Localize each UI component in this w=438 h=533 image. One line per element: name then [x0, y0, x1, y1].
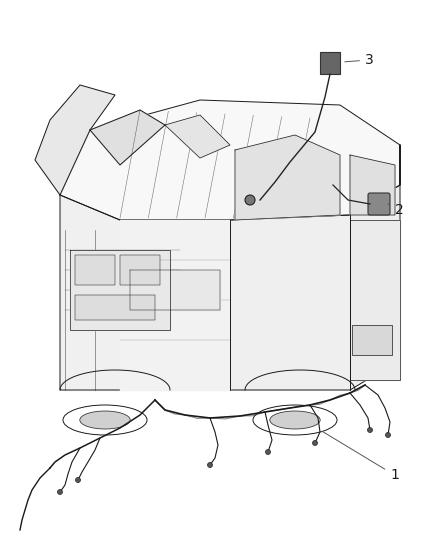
Bar: [320, 52, 340, 74]
Polygon shape: [60, 195, 230, 390]
Circle shape: [312, 440, 318, 446]
Polygon shape: [60, 100, 400, 220]
Circle shape: [245, 195, 255, 205]
Text: 1: 1: [322, 431, 399, 482]
Polygon shape: [230, 145, 400, 390]
Polygon shape: [350, 155, 395, 215]
Ellipse shape: [253, 405, 337, 435]
Bar: [120, 255, 160, 285]
Circle shape: [57, 489, 63, 495]
Polygon shape: [350, 220, 400, 380]
Circle shape: [265, 449, 271, 455]
Ellipse shape: [270, 411, 320, 429]
Polygon shape: [70, 250, 170, 330]
Polygon shape: [165, 115, 230, 158]
Ellipse shape: [63, 405, 147, 435]
Circle shape: [208, 463, 212, 467]
Ellipse shape: [80, 411, 130, 429]
Circle shape: [75, 478, 81, 482]
FancyBboxPatch shape: [368, 193, 390, 215]
Text: 2: 2: [388, 203, 404, 217]
Polygon shape: [130, 270, 220, 310]
Bar: [75, 255, 115, 285]
Circle shape: [385, 432, 391, 438]
Polygon shape: [35, 85, 115, 195]
Circle shape: [367, 427, 372, 432]
Polygon shape: [235, 135, 340, 220]
Bar: [352, 325, 392, 355]
Polygon shape: [90, 110, 165, 165]
Polygon shape: [120, 220, 230, 390]
Text: 3: 3: [345, 53, 374, 67]
Bar: [75, 295, 155, 320]
